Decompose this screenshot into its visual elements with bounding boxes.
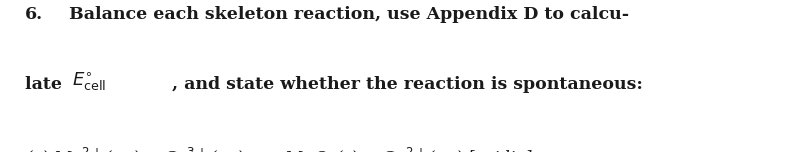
Text: late: late <box>25 76 69 93</box>
Text: $\mathit{E}^{\circ}_{\mathrm{cell}}$: $\mathit{E}^{\circ}_{\mathrm{cell}}$ <box>72 71 106 93</box>
Text: , and state whether the reaction is spontaneous:: , and state whether the reaction is spon… <box>172 76 643 93</box>
Text: 6.: 6. <box>25 6 43 23</box>
Text: Balance each skeleton reaction, use Appendix D to calcu-: Balance each skeleton reaction, use Appe… <box>69 6 630 23</box>
Text: (a) Mn$^{2+}$($aq$) + Co$^{3+}$($aq$) $\longrightarrow$ MnO$_2$($s$) + Co$^{2+}$: (a) Mn$^{2+}$($aq$) + Co$^{3+}$($aq$) $\… <box>25 146 533 152</box>
